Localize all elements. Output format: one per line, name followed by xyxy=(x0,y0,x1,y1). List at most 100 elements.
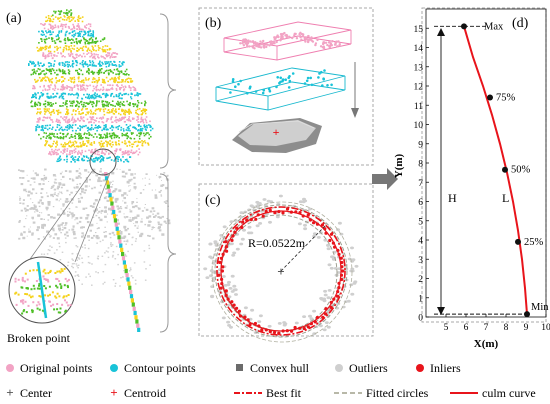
y-tick-label: 11 xyxy=(414,102,423,112)
legend: Original points Contour points Convex hull… xyxy=(6,361,536,400)
legend-label: Original points xyxy=(20,361,93,375)
y-tick-label: 2 xyxy=(418,275,423,285)
lower-brace xyxy=(159,173,177,333)
radius-line xyxy=(280,224,327,272)
panel-b-label: (b) xyxy=(205,16,222,31)
x-tick-label: 7 xyxy=(484,323,489,333)
cloud-layer xyxy=(36,108,148,116)
cloud-layer xyxy=(44,140,150,148)
legend-label: Inliers xyxy=(430,361,461,375)
length-label: L xyxy=(502,191,509,205)
cloud-layer xyxy=(30,100,147,108)
culm-stem xyxy=(104,172,141,332)
zoom-inset xyxy=(8,256,76,324)
height-label: H xyxy=(448,191,457,205)
broken-point-label: Broken point xyxy=(7,331,71,345)
x-tick-label: 5 xyxy=(444,323,449,333)
x-axis-label: X(m) xyxy=(474,338,499,350)
cloud-layer xyxy=(38,37,106,45)
cloud-layer xyxy=(31,92,142,100)
legend-label: Convex hull xyxy=(250,361,310,375)
cloud-layer xyxy=(52,9,73,17)
cloud-layer xyxy=(30,68,130,76)
radius-label: R=0.0522m xyxy=(248,236,306,250)
cloud-layer xyxy=(42,52,119,60)
plot-area xyxy=(425,8,547,318)
legend-label: culm curve xyxy=(482,386,536,400)
legend-item: Best fit xyxy=(234,386,302,400)
panel-a: (a) Broken point xyxy=(6,9,177,345)
key-point-marker xyxy=(461,23,467,30)
zoom-line-right xyxy=(74,172,111,263)
key-point-label: Max xyxy=(484,21,504,32)
legend-dot-icon xyxy=(110,364,118,372)
center-marker: + xyxy=(277,264,284,279)
x-tick-label: 10 xyxy=(541,323,550,333)
legend-dot-icon xyxy=(6,364,14,372)
inlier-points xyxy=(217,207,345,335)
y-tick-label: 10 xyxy=(414,121,424,131)
zoom-line-left xyxy=(27,169,94,263)
cloud-layer xyxy=(45,15,84,23)
slice-box-contour xyxy=(215,67,346,111)
y-tick-label: 7 xyxy=(418,179,423,189)
cloud-layer xyxy=(38,30,95,38)
cloud-layer xyxy=(35,124,154,132)
break-marker-circle xyxy=(89,148,117,176)
centroid-marker: + xyxy=(273,125,280,139)
legend-item: + Centroid xyxy=(110,385,166,400)
cloud-layer xyxy=(28,60,125,68)
cloud-layer xyxy=(34,76,134,84)
to-chart-arrow xyxy=(372,168,398,190)
convex-hull-shape: + xyxy=(232,118,322,153)
legend-item: Convex hull xyxy=(236,361,310,375)
panel-b: (b) + xyxy=(198,7,374,166)
slice-box-original xyxy=(223,21,352,61)
y-tick-label: 13 xyxy=(414,63,424,73)
plot-marks: Min 25% 50% 75% Max xyxy=(434,21,549,318)
best-fit-circle xyxy=(216,206,346,336)
key-point-label: Min xyxy=(531,302,549,313)
point-cloud-layers xyxy=(28,9,154,163)
legend-label: Fitted circles xyxy=(366,386,429,400)
panel-d-label: (d) xyxy=(512,16,529,31)
legend-item: Inliers xyxy=(416,361,461,375)
key-point-marker xyxy=(502,166,508,173)
culm-curve-line xyxy=(463,26,528,315)
x-tick-label: 9 xyxy=(524,323,529,333)
panel-c: (c) + R=0.0522m xyxy=(198,183,374,343)
y-tick-label: 15 xyxy=(414,25,424,35)
legend-dot-icon xyxy=(416,364,424,372)
cloud-layer xyxy=(56,155,132,163)
legend-item: Original points xyxy=(6,361,93,375)
y-tick-label: 3 xyxy=(418,256,423,266)
height-arrow xyxy=(437,28,445,315)
legend-item: Outliers xyxy=(335,361,388,375)
cloud-layer xyxy=(36,45,112,53)
legend-item: + Center xyxy=(6,385,52,400)
key-point-label: 50% xyxy=(511,165,531,176)
y-tick-label: 9 xyxy=(418,140,423,150)
legend-dot-icon xyxy=(335,364,343,372)
key-point-marker xyxy=(524,311,530,318)
legend-label: Best fit xyxy=(266,386,302,400)
y-tick-label: 14 xyxy=(414,44,424,54)
key-point-marker xyxy=(487,94,493,101)
legend-plus-icon: + xyxy=(6,385,13,400)
key-point-label: 75% xyxy=(496,93,516,104)
legend-square-icon xyxy=(236,364,243,371)
legend-label: Outliers xyxy=(349,361,388,375)
cloud-layer xyxy=(38,132,152,140)
cloud-layer xyxy=(40,23,92,31)
panel-c-label: (c) xyxy=(205,193,221,208)
panel-c-frame xyxy=(198,183,374,337)
cloud-layer xyxy=(32,84,137,92)
key-point-marker xyxy=(515,238,521,245)
x-tick-label: 8 xyxy=(504,323,509,333)
legend-item: Fitted circles xyxy=(334,386,429,400)
panel-b-frame xyxy=(198,7,374,166)
y-tick-label: 0 xyxy=(418,314,423,324)
y-tick-label: 5 xyxy=(418,217,423,227)
key-point-label: 25% xyxy=(524,237,544,248)
